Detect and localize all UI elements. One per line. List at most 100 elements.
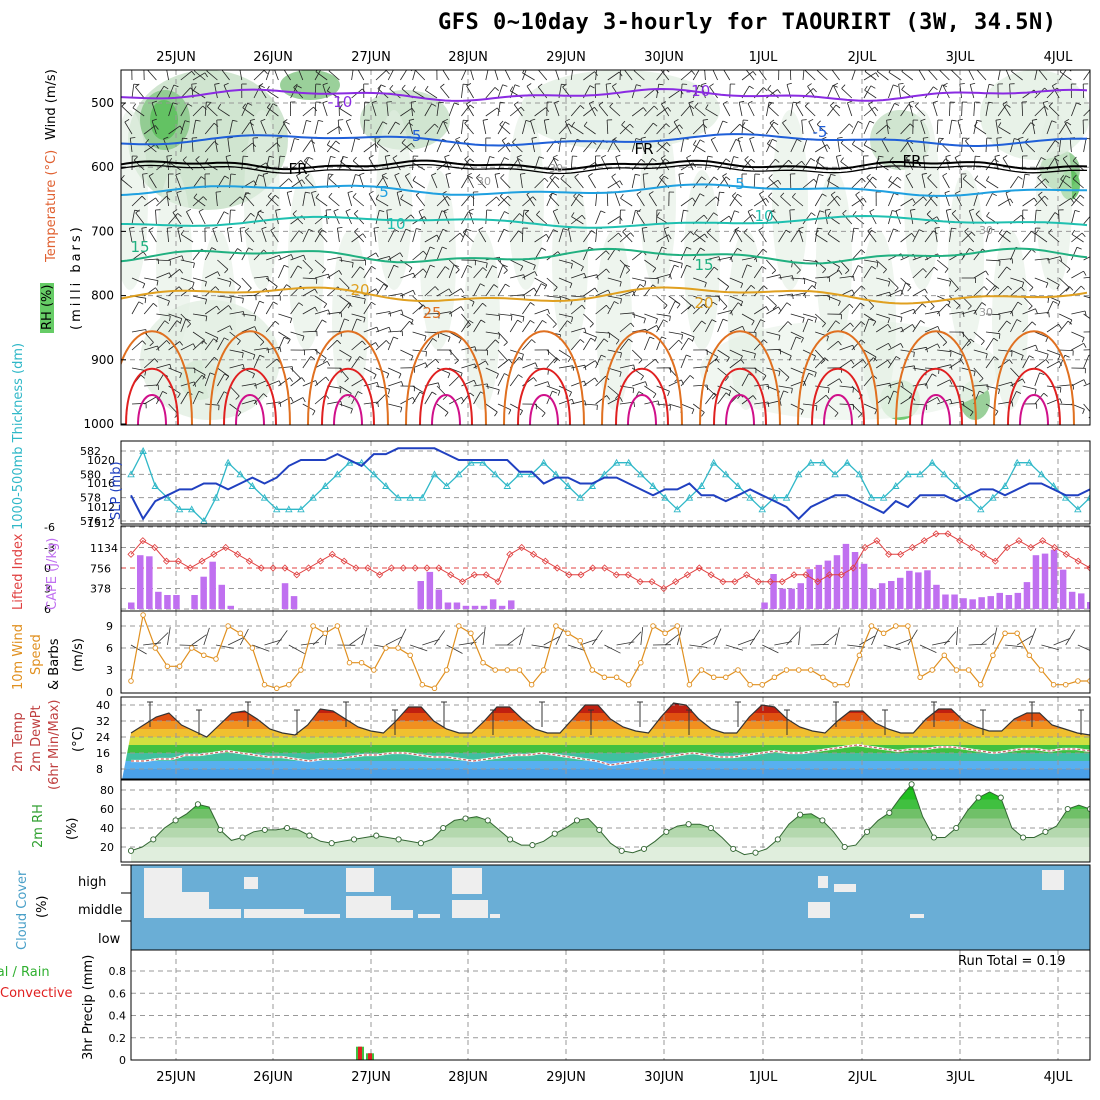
wind-barb (558, 320, 568, 333)
wind-barb (526, 194, 535, 207)
wind-barb (738, 102, 743, 117)
wind-barb (789, 70, 792, 81)
wind-barb-flag (571, 317, 573, 323)
wind-barb (168, 367, 182, 374)
temp-bands (121, 703, 1090, 779)
wind-barb-flag (401, 138, 406, 144)
wind-barb-flag (552, 192, 558, 196)
wind-barb-flag (845, 270, 850, 274)
wind-barb (802, 178, 815, 189)
wind-barb (258, 85, 267, 99)
wind-barb (918, 70, 926, 81)
surface-wind-barb (349, 634, 365, 646)
wind-barb (949, 277, 959, 289)
thickness-point (187, 505, 196, 513)
thickness-point (867, 493, 876, 501)
wind-barb (180, 120, 186, 135)
cloud-background (131, 865, 1090, 950)
wind-barb (1058, 259, 1071, 270)
wind-barb (927, 195, 938, 207)
wind-barb (241, 277, 252, 289)
wind-barb-flag (907, 287, 912, 292)
wind-barb-flag (392, 155, 398, 159)
wind-barb (595, 268, 607, 279)
wind-speed-point (820, 674, 826, 681)
cape-bar (788, 588, 795, 609)
wind-barb (1022, 122, 1032, 135)
wind-barb-flag (463, 138, 469, 142)
surface-wind-barb (300, 642, 319, 646)
wind-barb (936, 303, 948, 315)
lifted-index-point (660, 584, 668, 593)
wind-barb-flag (605, 268, 610, 273)
wind-barb (1083, 215, 1090, 225)
wind-barb-flag (633, 312, 635, 318)
wind-barb-flag (438, 101, 444, 104)
wind-barb-flag (1060, 175, 1065, 180)
contour-35 (725, 394, 755, 425)
wind-barb (265, 320, 276, 333)
cape-bar (824, 560, 832, 609)
wind-barb-flag (664, 158, 670, 163)
lifted-index-point (482, 571, 490, 579)
wind-barb (729, 277, 743, 284)
wind-barb-flag (1014, 138, 1020, 141)
wind-barb-flag (1009, 198, 1014, 204)
wind-barb (668, 124, 680, 135)
wind-barb-flag (460, 288, 465, 294)
wind-barb (644, 105, 655, 117)
wind-barb (192, 375, 203, 387)
wind-barb-flag (1028, 305, 1033, 310)
wind-barb (436, 102, 440, 117)
wind-barb (1010, 367, 1021, 379)
wind-barb-flag (772, 138, 777, 142)
wind-barb-flag (864, 85, 868, 91)
wind-barb-flag (1070, 198, 1074, 203)
wind-barb (997, 359, 1010, 369)
wind-barb-flag (247, 102, 253, 106)
wind-tick: 9 (106, 620, 113, 633)
wind-barb (986, 180, 999, 189)
wind-barb-flag (836, 266, 840, 272)
li-tick: 3 (44, 583, 51, 596)
wind-barb (709, 86, 718, 99)
wind-barb (888, 313, 903, 318)
wind-barb (266, 89, 279, 99)
rh-point (261, 826, 268, 833)
surface-wind-barb (737, 638, 756, 646)
wind-barb-flag (172, 102, 178, 105)
wind-barb (571, 364, 585, 369)
wind-barb (375, 121, 384, 135)
wind-barb-flag (533, 265, 536, 270)
wind-barb (717, 349, 730, 358)
wind-barb-flag (900, 317, 903, 323)
wind-barb (759, 193, 767, 207)
wind-barb (851, 403, 862, 415)
cape-bar (761, 602, 768, 609)
wind-barb-flag (504, 211, 509, 215)
thickness-point (1037, 470, 1046, 478)
wind-barb (705, 385, 716, 396)
wind-barb-flag (827, 211, 832, 217)
cape-bar (480, 605, 488, 609)
wind-barb (729, 385, 741, 396)
wind-barb-flag (1009, 359, 1013, 364)
wind-barb (476, 177, 487, 189)
wind-barb (741, 71, 754, 81)
wind-barb (827, 195, 838, 207)
wind-barb-flag (305, 174, 310, 179)
wind-barb (985, 285, 996, 297)
wind-barb-flag (801, 119, 807, 121)
wind-barb-flag (215, 337, 219, 343)
contour-30 (223, 367, 277, 425)
temp-tick: 40 (96, 699, 110, 712)
wind-barb-flag (306, 120, 312, 123)
wind-barb-flag (643, 173, 649, 175)
contour-25 (993, 330, 1075, 425)
wind-barb (424, 286, 436, 297)
wind-barb-flag (633, 402, 635, 408)
surface-wind-barb (1016, 635, 1033, 646)
rh-point (953, 824, 960, 832)
wind-barb-flag (179, 269, 184, 274)
wind-barb (436, 367, 451, 374)
